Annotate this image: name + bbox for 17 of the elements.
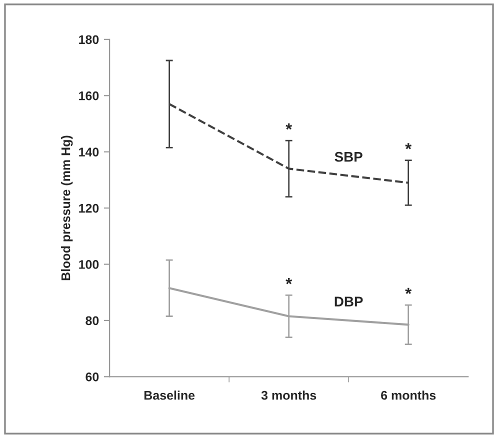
y-tick-label: 160 xyxy=(79,91,99,100)
annotation: * xyxy=(286,123,292,130)
x-tick-label: 6 months xyxy=(381,390,436,400)
annotation: * xyxy=(286,278,292,284)
x-tick-label: 3 months xyxy=(261,390,316,400)
y-tick-label: 180 xyxy=(79,35,99,44)
y-tick-label: 80 xyxy=(86,316,99,326)
y-axis-title: Blood pressure (mm Hg) xyxy=(61,136,73,280)
y-tick-label: 140 xyxy=(79,148,99,156)
y-tick-label: 60 xyxy=(86,372,99,382)
series-label: DBP xyxy=(334,296,363,306)
y-tick-label: 100 xyxy=(79,260,99,269)
annotation: * xyxy=(405,143,412,150)
annotation: * xyxy=(405,288,412,294)
y-tick-label: 120 xyxy=(79,204,99,213)
x-tick-label: Baseline xyxy=(144,390,195,400)
series-label: SBP xyxy=(334,152,362,162)
